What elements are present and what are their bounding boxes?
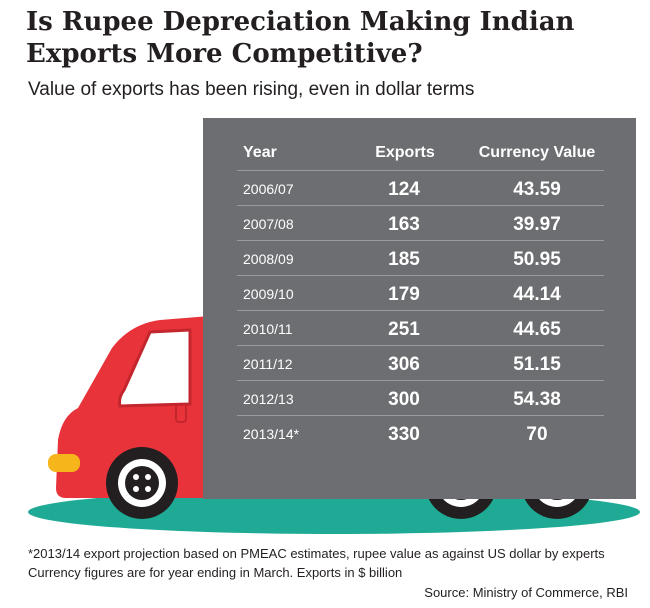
cell-currency: 43.59 [513, 179, 561, 200]
cell-year: 2013/14* [243, 426, 300, 442]
cell-currency: 44.65 [513, 319, 561, 340]
cell-exports: 185 [388, 249, 420, 270]
source-note: Source: Ministry of Commerce, RBI [424, 585, 628, 600]
cell-exports: 163 [388, 214, 420, 235]
footnote-currency: Currency figures are for year ending in … [28, 565, 403, 580]
cell-currency: 70 [526, 424, 548, 445]
cell-year: 2010/11 [243, 321, 293, 337]
table-row: 2011/12 306 51.15 [237, 346, 604, 381]
cell-exports: 179 [388, 284, 420, 305]
data-table: Year Exports Currency Value 2006/07 124 … [237, 140, 604, 450]
cell-exports: 330 [388, 424, 420, 445]
table-header: Year Exports Currency Value [237, 140, 604, 171]
table-row: 2009/10 179 44.14 [237, 276, 604, 311]
cell-year: 2011/12 [243, 356, 293, 372]
table-row: 2012/13 300 54.38 [237, 381, 604, 416]
chart-subtitle: Value of exports has been rising, even i… [28, 79, 475, 100]
header-year: Year [243, 144, 277, 161]
cell-year: 2009/10 [243, 286, 294, 302]
chart-title: Is Rupee Depreciation Making Indian Expo… [26, 7, 575, 69]
truck-cargo-panel [203, 118, 636, 499]
cell-year: 2007/08 [243, 216, 294, 232]
cell-currency: 44.14 [513, 284, 561, 305]
cell-exports: 300 [388, 389, 420, 410]
footnote-projection: *2013/14 export projection based on PMEA… [28, 546, 605, 561]
header-exports: Exports [375, 144, 435, 161]
table-row: 2006/07 124 43.59 [237, 171, 604, 206]
table-row: 2008/09 185 50.95 [237, 241, 604, 276]
table-row: 2013/14* 330 70 [237, 416, 604, 450]
wheel-front [106, 447, 178, 519]
truck-cab [48, 316, 210, 498]
cell-currency: 54.38 [513, 389, 561, 410]
header-currency-value: Currency Value [478, 144, 596, 161]
cell-currency: 51.15 [513, 354, 561, 375]
cell-exports: 306 [388, 354, 420, 375]
cell-year: 2012/13 [243, 391, 294, 407]
cell-year: 2008/09 [243, 251, 294, 267]
cell-currency: 39.97 [513, 214, 561, 235]
table-row: 2010/11 251 44.65 [237, 311, 604, 346]
table-row: 2007/08 163 39.97 [237, 206, 604, 241]
cell-exports: 124 [388, 179, 420, 200]
cell-year: 2006/07 [243, 181, 294, 197]
cell-exports: 251 [388, 319, 420, 340]
cell-currency: 50.95 [513, 249, 561, 270]
